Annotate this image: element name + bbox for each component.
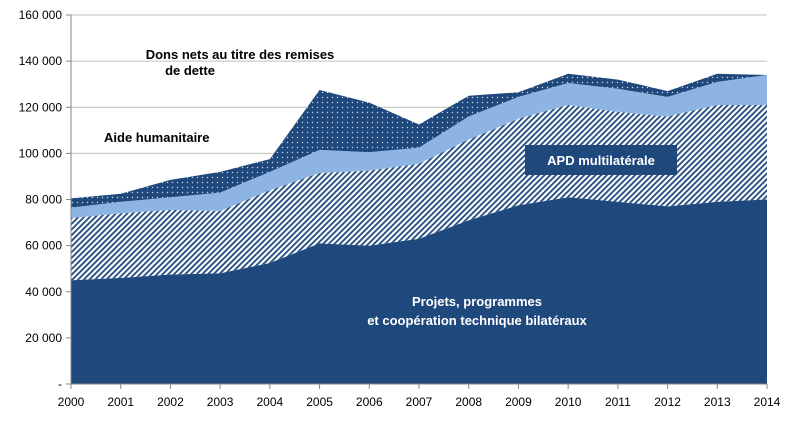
- multilateral-label-box: [525, 145, 677, 175]
- x-tick-label: 2000: [58, 395, 85, 409]
- projects-label-line1: Projets, programmes: [412, 294, 542, 309]
- area-series-3: [71, 73, 767, 208]
- x-tick-label: 2001: [107, 395, 134, 409]
- x-tick-label: 2012: [654, 395, 681, 409]
- x-tick-label: 2007: [406, 395, 433, 409]
- y-tick-label: 140 000: [19, 54, 63, 68]
- y-tick-label: 160 000: [19, 8, 63, 22]
- multilateral-label: APD multilatérale: [547, 153, 655, 168]
- x-tick-label: 2009: [505, 395, 532, 409]
- y-tick-label: 80 000: [25, 193, 62, 207]
- y-tick-label: 100 000: [19, 146, 63, 160]
- debt-label-line2: de dette: [165, 63, 215, 78]
- x-tick-label: 2013: [704, 395, 731, 409]
- x-tick-label: 2006: [356, 395, 383, 409]
- x-tick-label: 2008: [455, 395, 482, 409]
- y-tick-label: 60 000: [25, 239, 62, 253]
- projects-label-line2: et coopération technique bilatéraux: [367, 313, 587, 328]
- x-tick-label: 2014: [754, 395, 781, 409]
- area-series-2: [71, 74, 767, 218]
- y-tick-label: 20 000: [25, 331, 62, 345]
- humanitarian-label: Aide humanitaire: [104, 130, 209, 145]
- y-tick-label: 120 000: [19, 100, 63, 114]
- x-tick-label: 2003: [207, 395, 234, 409]
- axes: - 20 000 40 000 60 000 80 000 100 000 120 000 1…: [19, 8, 781, 409]
- x-tick-label: 2010: [555, 395, 582, 409]
- x-tick-label: 2004: [257, 395, 284, 409]
- area-series-0: [71, 197, 767, 384]
- areas: [71, 73, 767, 384]
- x-tick-label: 2002: [157, 395, 184, 409]
- x-tick-label: 2005: [306, 395, 333, 409]
- x-tick-label: 2011: [605, 395, 631, 409]
- annotations: Dons nets au titre des remises de dette …: [104, 47, 677, 328]
- y-tick-label: -: [58, 377, 62, 391]
- debt-label-line1: Dons nets au titre des remises: [146, 47, 335, 62]
- y-tick-label: 40 000: [25, 285, 62, 299]
